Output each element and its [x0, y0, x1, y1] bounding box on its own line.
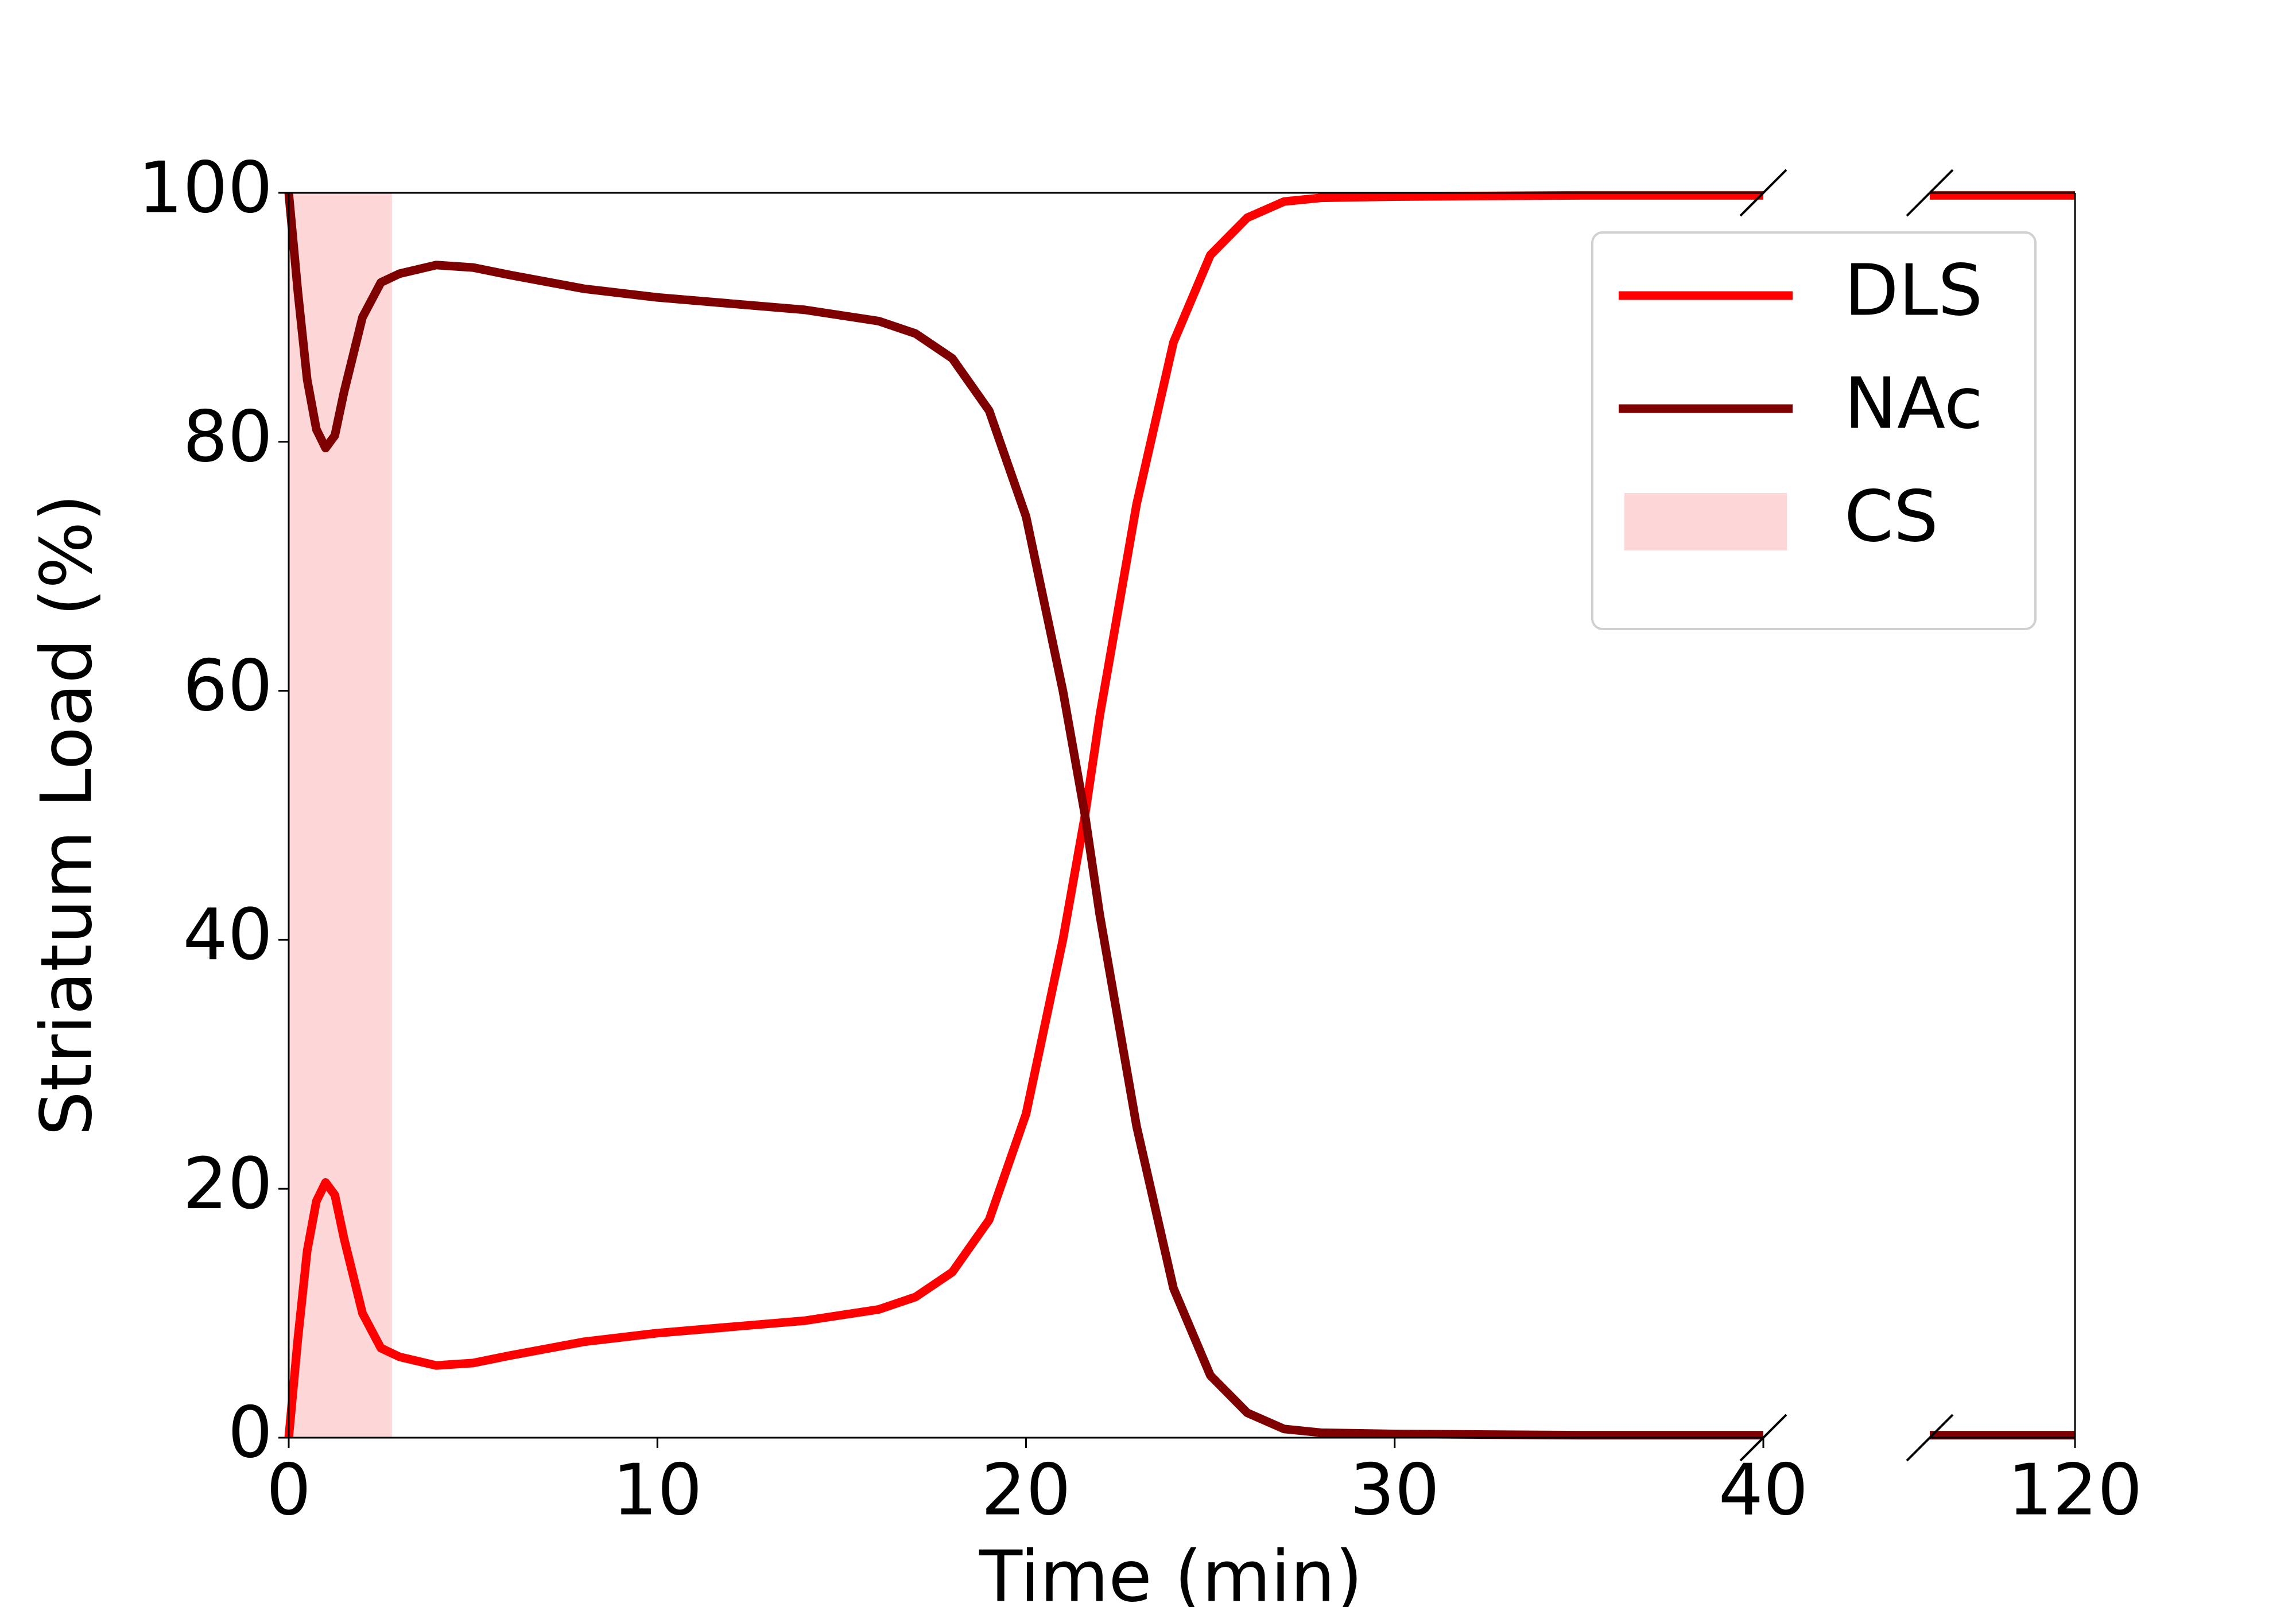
x-tick-label: 10 [612, 1450, 703, 1532]
y-tick-label: 80 [183, 396, 273, 478]
break-mark [1739, 169, 1787, 217]
y-tick-label: 100 [138, 147, 273, 230]
x-axis-label: Time (min) [979, 1536, 1363, 1607]
x-tick-label: 120 [2008, 1450, 2143, 1532]
y-tick-label: 60 [183, 645, 273, 727]
break-mark [1906, 1414, 1954, 1462]
x-tick-label: 30 [1349, 1450, 1440, 1532]
legend-label: CS [1844, 476, 1938, 558]
y-axis-label: Striatum Load (%) [26, 494, 108, 1136]
y-tick-label: 40 [183, 894, 273, 976]
x-tick-label: 40 [1719, 1450, 1809, 1532]
legend-label: DLS [1844, 250, 1983, 332]
y-tick-label: 0 [228, 1392, 273, 1474]
legend-swatch [1624, 493, 1787, 550]
x-tick-label: 0 [266, 1450, 311, 1532]
legend-label: NAc [1844, 363, 1983, 445]
series-line [284, 191, 1763, 1438]
y-tick-label: 20 [183, 1143, 273, 1225]
series-line [284, 192, 1763, 1440]
break-mark [1906, 169, 1954, 217]
x-tick-label: 20 [981, 1450, 1071, 1532]
